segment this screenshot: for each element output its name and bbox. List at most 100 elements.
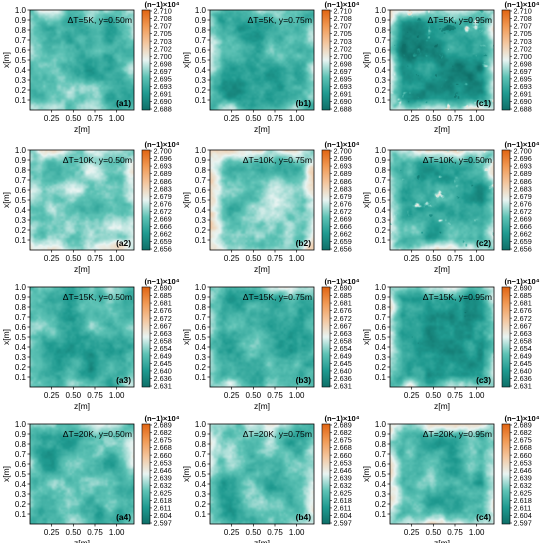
colorbar-tick-label: 2.662 [154, 230, 172, 239]
colorbar-tick-label: 2.636 [514, 374, 532, 383]
y-tick-label: 1.0 [375, 146, 387, 155]
colorbar-title: (n−1)×10⁴ [505, 0, 540, 9]
condition-annotation: ΔT=5K, y=0.75m [248, 15, 313, 25]
colorbar-title: (n−1)×10⁴ [325, 140, 360, 149]
y-tick-label: 0.7 [375, 36, 387, 45]
colorbar-tick-label: 2.631 [334, 382, 352, 391]
y-tick-label: 0.2 [195, 500, 207, 509]
x-tick-label: 0.50 [246, 528, 262, 537]
x-tick-label: 0.75 [87, 254, 103, 263]
colorbar-tick-label: 2.654 [154, 344, 172, 353]
y-tick-label: 0.9 [195, 16, 207, 25]
colorbar-tick-label: 2.710 [154, 7, 172, 16]
y-axis-title: x[m] [361, 466, 371, 482]
panel-label: (b2) [296, 238, 312, 248]
y-tick-label: 1.0 [15, 283, 27, 292]
y-tick-label: 1.0 [195, 420, 207, 429]
colorbar [321, 286, 331, 388]
y-tick-label: 0.9 [375, 16, 387, 25]
colorbar-tick-label: 2.689 [334, 421, 352, 430]
y-tick-label: 0.3 [15, 490, 27, 499]
heatmap-panel: 0.10.20.30.40.50.60.70.80.91.0 0.25 0.50 0.… [361, 277, 540, 411]
x-tick-label: 0.25 [44, 254, 60, 263]
y-tick-label: 0.9 [15, 293, 27, 302]
y-tick-label: 1.0 [15, 420, 27, 429]
colorbar-tick-label: 2.656 [154, 245, 172, 254]
colorbar-tick-label: 2.639 [514, 473, 532, 482]
colorbar-tick-label: 2.707 [514, 22, 532, 31]
y-tick-label: 0.9 [375, 293, 387, 302]
colorbar-tick-label: 2.702 [514, 44, 532, 53]
x-tick-label: 0.50 [426, 254, 442, 263]
x-tick-label: 0.25 [224, 528, 240, 537]
y-axis-title: x[m] [1, 466, 11, 482]
y-tick-label: 0.9 [15, 16, 27, 25]
y-tick-label: 0.8 [375, 440, 387, 449]
colorbar-tick-label: 2.705 [154, 29, 172, 38]
colorbar-tick-label: 2.640 [154, 367, 172, 376]
colorbar-tick-label: 2.654 [514, 344, 532, 353]
x-tick-label: 1.00 [109, 528, 125, 537]
colorbar-tick-label: 2.649 [514, 351, 532, 360]
y-tick-label: 0.4 [195, 480, 207, 489]
y-tick-label: 0.9 [195, 156, 207, 165]
panel-label: (c2) [476, 238, 491, 248]
x-axis-title: z[m] [74, 264, 90, 274]
y-tick-label: 0.7 [15, 36, 27, 45]
y-tick-label: 0.5 [375, 56, 387, 65]
heatmap-image [210, 424, 314, 524]
colorbar-tick-label: 2.695 [334, 74, 352, 83]
colorbar-tick-label: 2.708 [154, 14, 172, 23]
colorbar-tick-label: 2.697 [154, 67, 172, 76]
colorbar-tick-label: 2.636 [154, 374, 172, 383]
condition-annotation: ΔT=5K, y=0.50m [68, 15, 133, 25]
colorbar-tick-label: 2.618 [154, 496, 172, 505]
x-tick-label: 0.75 [447, 391, 463, 400]
y-tick-label: 0.3 [195, 76, 207, 85]
condition-annotation: ΔT=10K, y=0.50m [423, 155, 492, 165]
colorbar-tick-label: 2.693 [514, 82, 532, 91]
x-tick-label: 0.50 [246, 254, 262, 263]
colorbar-tick-label: 2.672 [334, 207, 352, 216]
y-tick-label: 0.6 [375, 46, 387, 55]
heatmap-panel: 0.10.20.30.40.50.60.70.80.91.0 0.25 0.50 0.… [361, 0, 540, 134]
y-tick-label: 1.0 [375, 283, 387, 292]
colorbar-tick-label: 2.654 [334, 344, 352, 353]
colorbar-tick-label: 2.685 [334, 291, 352, 300]
colorbar-tick-label: 2.679 [154, 192, 172, 201]
x-axis-title: z[m] [74, 124, 90, 134]
condition-annotation: ΔT=15K, y=0.50m [63, 292, 132, 302]
y-tick-label: 0.9 [375, 156, 387, 165]
y-tick-label: 0.2 [15, 86, 27, 95]
colorbar-tick-label: 2.660 [334, 451, 352, 460]
colorbar-tick-label: 2.691 [154, 90, 172, 99]
y-tick-label: 0.7 [195, 313, 207, 322]
colorbar-tick-label: 2.646 [334, 466, 352, 475]
colorbar-tick-label: 2.690 [514, 97, 532, 106]
colorbar-tick-label: 2.645 [334, 359, 352, 368]
y-tick-label: 0.4 [375, 343, 387, 352]
colorbar-tick-label: 2.688 [154, 105, 172, 114]
y-tick-label: 0.5 [375, 333, 387, 342]
colorbar-tick-label: 2.672 [154, 314, 172, 323]
heatmap-image [30, 287, 134, 387]
colorbar-tick-label: 2.672 [154, 207, 172, 216]
colorbar-tick-label: 2.691 [514, 90, 532, 99]
colorbar-tick-label: 2.698 [334, 59, 352, 68]
colorbar-tick-label: 2.679 [334, 192, 352, 201]
panel-label: (a1) [116, 98, 131, 108]
colorbar [321, 423, 331, 525]
x-tick-label: 0.75 [267, 391, 283, 400]
colorbar-tick-label: 2.682 [154, 428, 172, 437]
colorbar-tick-label: 2.705 [514, 29, 532, 38]
heatmap-image [390, 287, 494, 387]
x-axis-title: z[m] [254, 401, 270, 411]
x-tick-label: 0.75 [87, 528, 103, 537]
y-tick-label: 0.1 [15, 373, 27, 382]
y-tick-label: 0.3 [15, 216, 27, 225]
colorbar-tick-label: 2.597 [334, 519, 352, 528]
y-axis-title: x[m] [181, 466, 191, 482]
colorbar-tick-label: 2.703 [334, 37, 352, 46]
colorbar-tick-label: 2.659 [514, 237, 532, 246]
